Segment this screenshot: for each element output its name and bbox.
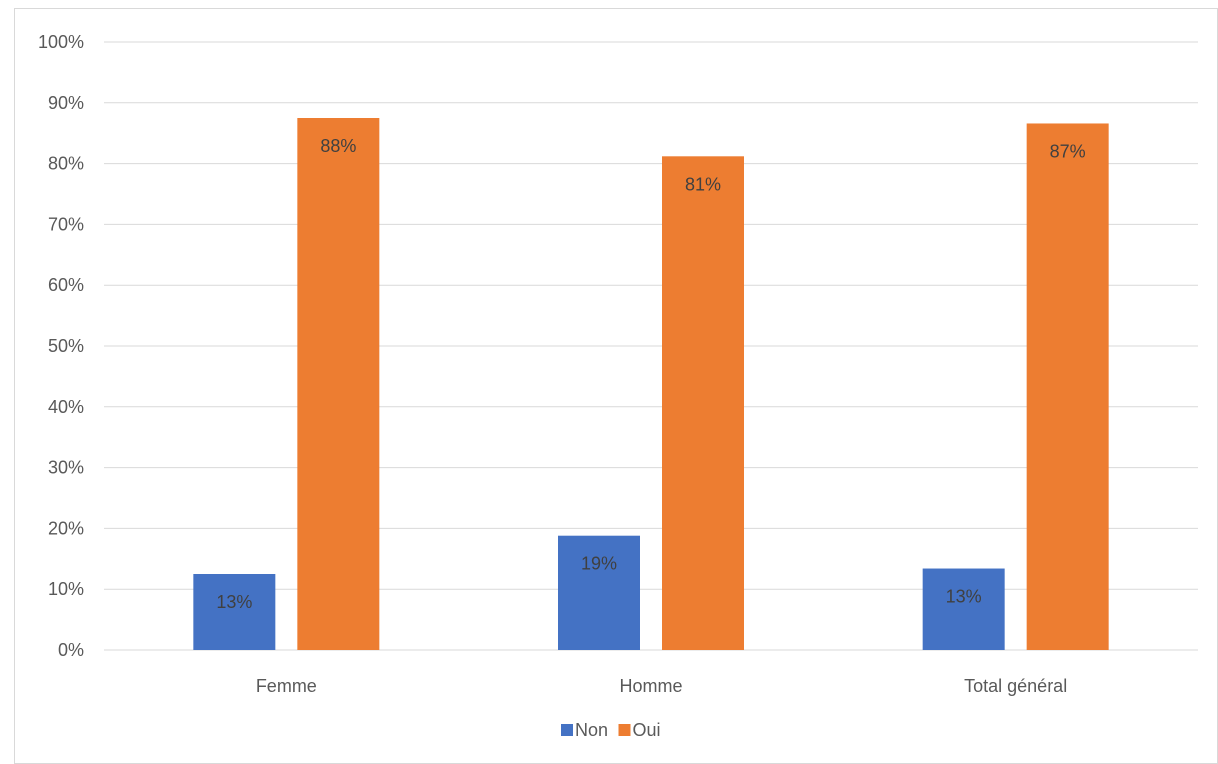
category-label-1: Homme — [619, 676, 682, 696]
legend-label-non: Non — [575, 720, 608, 740]
y-tick-label-90: 90% — [48, 93, 84, 113]
data-label-non-1: 19% — [581, 554, 617, 574]
bar-oui-2 — [1026, 123, 1109, 651]
y-tick-label-80: 80% — [48, 154, 84, 174]
bar-non-0 — [193, 574, 276, 650]
bar-oui-0 — [297, 118, 380, 650]
data-label-non-0: 13% — [216, 592, 252, 612]
y-tick-label-10: 10% — [48, 579, 84, 599]
data-label-non-2: 13% — [946, 587, 982, 607]
legend-label-oui: Oui — [633, 720, 661, 740]
bar-oui-1 — [662, 156, 744, 650]
y-axis-tick-labels: 0% 10% 20% 30% 40% 50% 60% 70% 80% 90% 100% — [38, 32, 84, 660]
y-tick-label-70: 70% — [48, 214, 84, 234]
legend-swatch-non — [561, 724, 573, 736]
data-label-oui-0: 88% — [320, 136, 356, 156]
category-label-0: Femme — [256, 676, 317, 696]
y-tick-label-20: 20% — [48, 518, 84, 538]
data-labels: 13% 88% 19% 81% 13% 87% — [216, 136, 1085, 612]
data-label-oui-1: 81% — [685, 174, 721, 194]
y-tick-label-30: 30% — [48, 458, 84, 478]
y-tick-label-50: 50% — [48, 336, 84, 356]
y-tick-label-60: 60% — [48, 275, 84, 295]
y-tick-label-100: 100% — [38, 32, 84, 52]
x-axis-category-labels: Femme Homme Total général — [256, 676, 1067, 696]
y-tick-label-40: 40% — [48, 397, 84, 417]
legend-swatch-oui — [618, 724, 631, 736]
bar-non-2 — [922, 568, 1005, 650]
bars — [193, 118, 1109, 651]
gridlines — [104, 41, 1198, 651]
bar-non-1 — [558, 535, 640, 650]
legend: Non Oui — [561, 720, 661, 740]
data-label-oui-2: 87% — [1050, 141, 1086, 161]
y-tick-label-0: 0% — [58, 640, 84, 660]
category-label-2: Total général — [964, 676, 1067, 696]
